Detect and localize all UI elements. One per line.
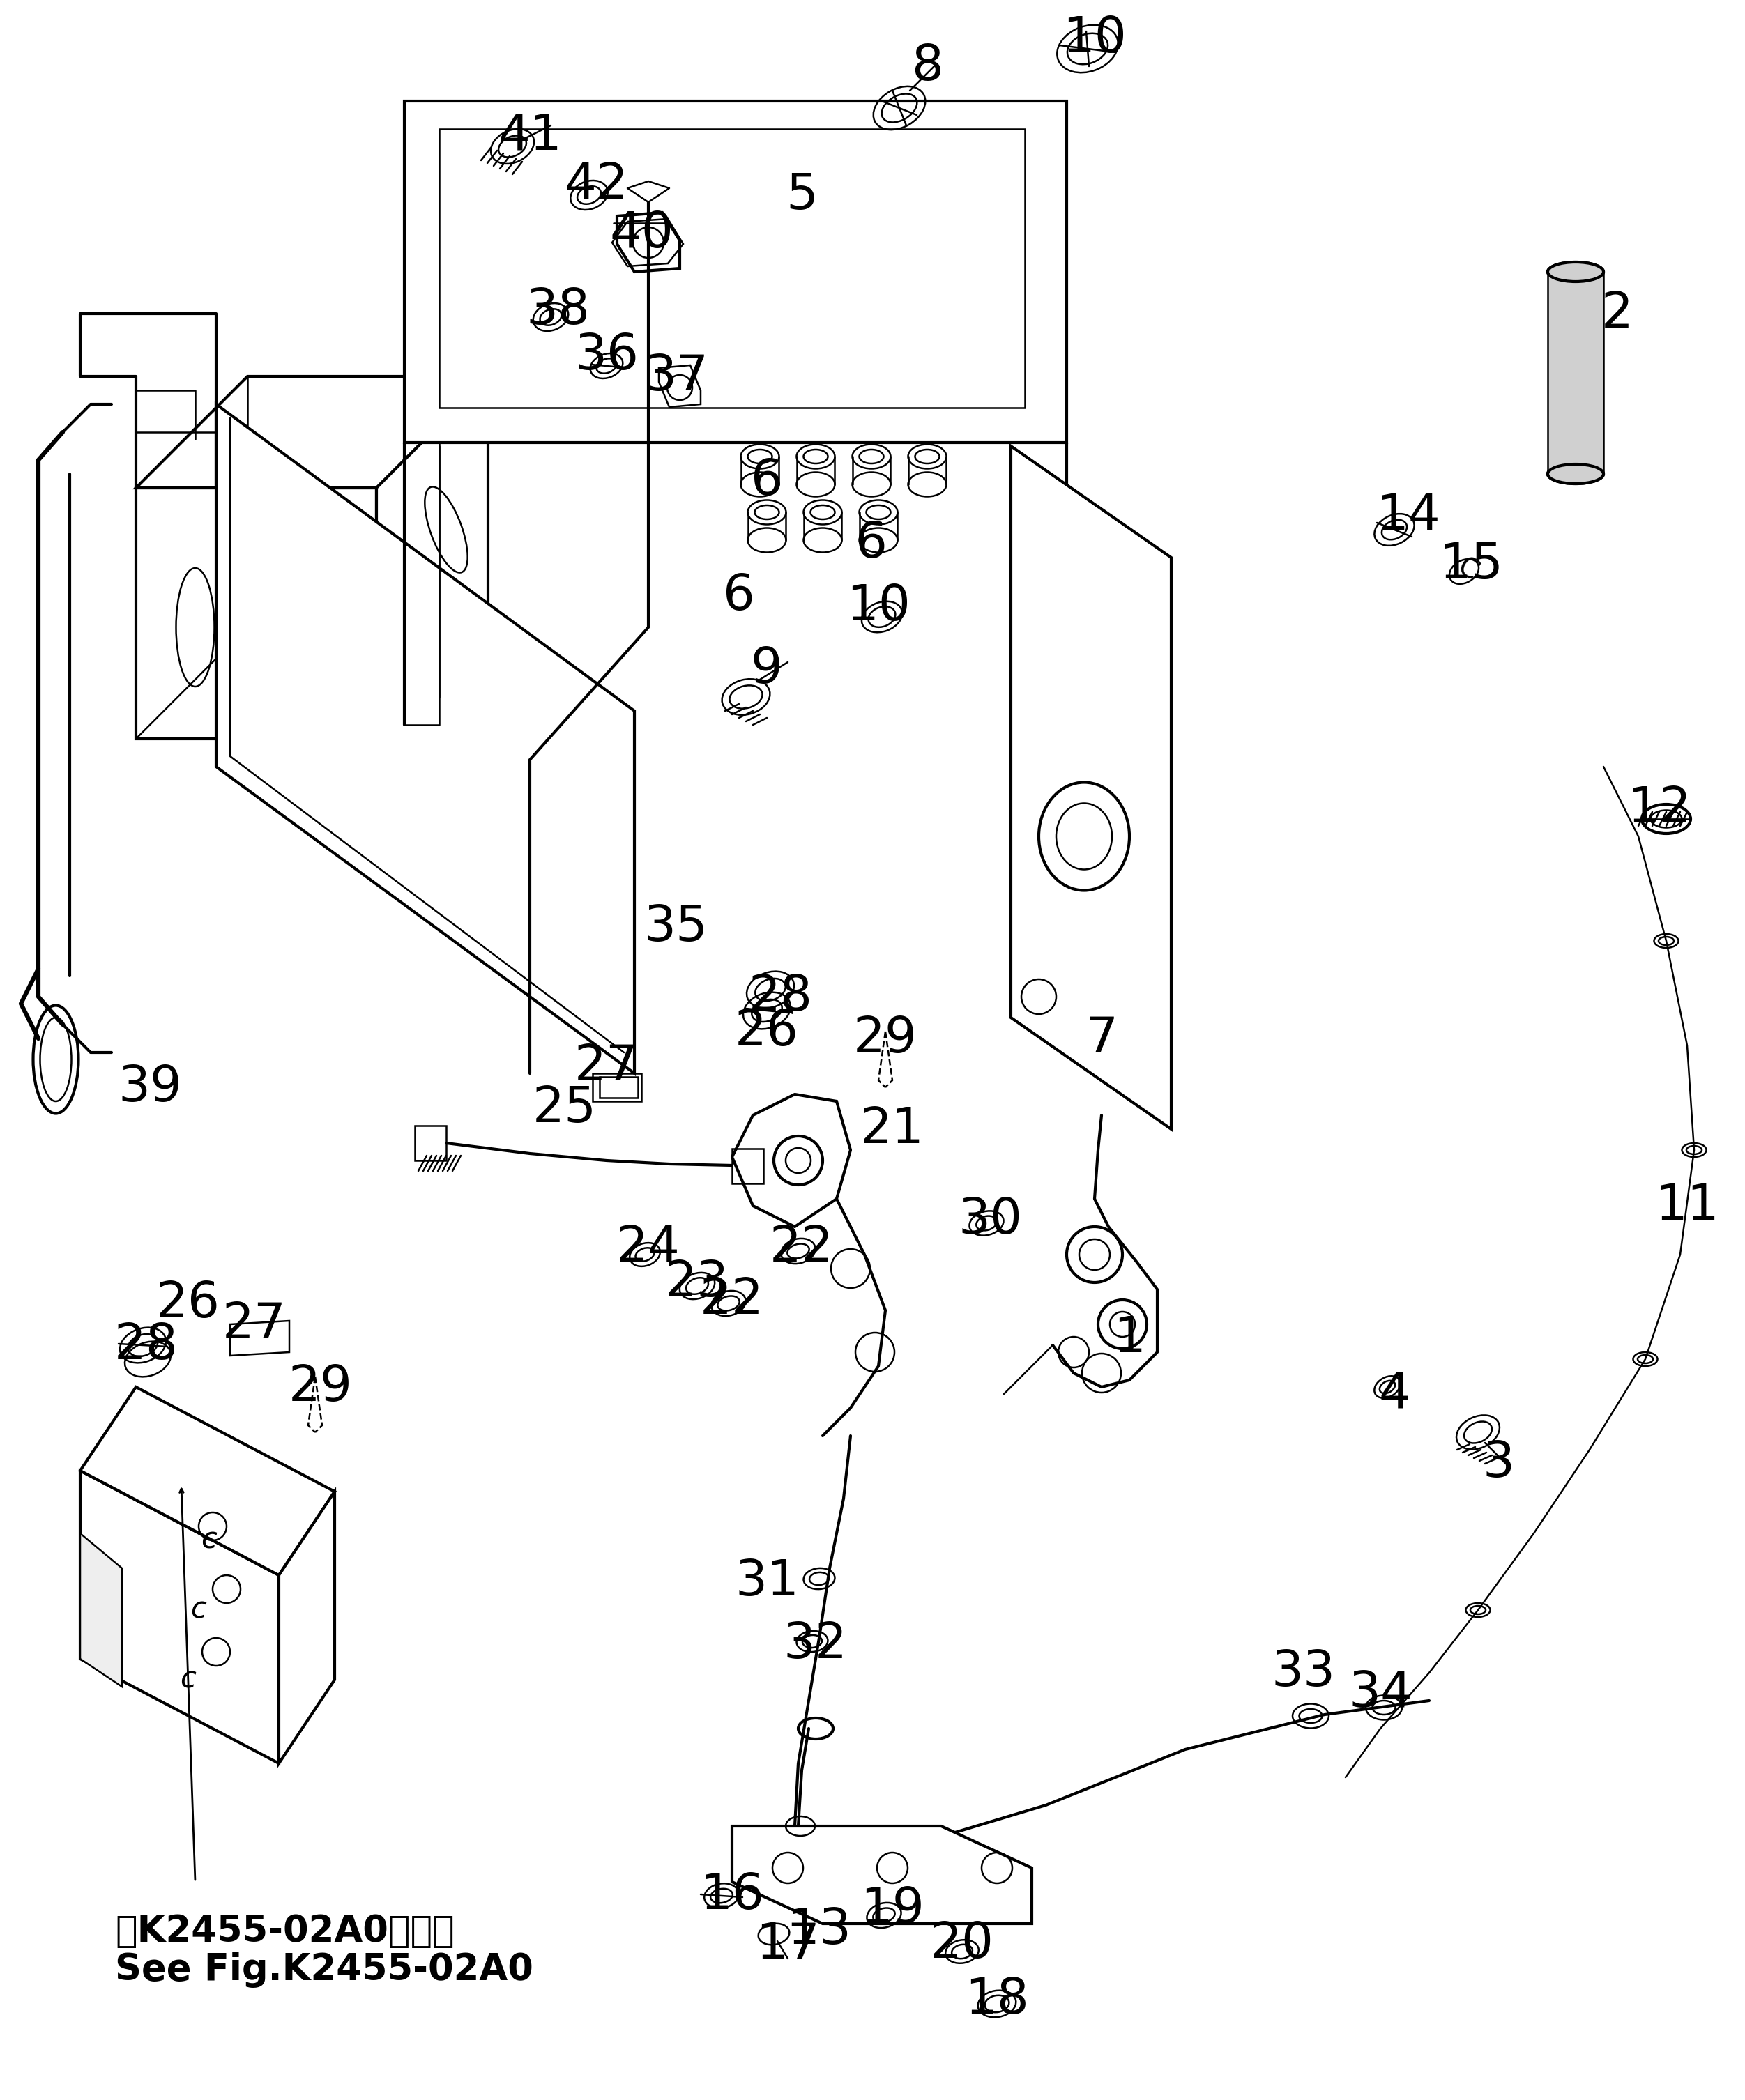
- Text: 19: 19: [860, 1886, 925, 1934]
- Text: 13: 13: [787, 1907, 852, 1955]
- Polygon shape: [216, 403, 635, 1073]
- Text: 12: 12: [1628, 785, 1691, 832]
- Text: 4: 4: [1379, 1369, 1410, 1418]
- Ellipse shape: [1548, 262, 1604, 281]
- Text: 41: 41: [497, 111, 562, 160]
- Text: 18: 18: [965, 1976, 1030, 2024]
- Text: 39: 39: [119, 1063, 181, 1111]
- Text: 22: 22: [770, 1224, 834, 1273]
- Text: 34: 34: [1349, 1670, 1412, 1718]
- Text: 17: 17: [756, 1922, 820, 1968]
- Text: 3: 3: [1483, 1441, 1515, 1487]
- Text: 31: 31: [735, 1558, 799, 1607]
- Text: 40: 40: [609, 210, 674, 258]
- Text: 32: 32: [784, 1621, 848, 1670]
- Ellipse shape: [1548, 464, 1604, 483]
- Polygon shape: [136, 487, 377, 739]
- Polygon shape: [1010, 445, 1171, 1130]
- Text: 21: 21: [860, 1105, 925, 1153]
- Polygon shape: [279, 1491, 335, 1764]
- Text: 7: 7: [1085, 1014, 1117, 1063]
- Text: 28: 28: [115, 1321, 178, 1369]
- Text: 27: 27: [574, 1042, 639, 1090]
- Text: 15: 15: [1440, 540, 1502, 588]
- Text: 14: 14: [1377, 491, 1440, 540]
- Text: 28: 28: [749, 972, 813, 1021]
- Text: 27: 27: [222, 1300, 286, 1348]
- Text: 2: 2: [1602, 290, 1633, 338]
- Text: 5: 5: [785, 170, 818, 218]
- Bar: [1548, 271, 1604, 475]
- Text: 6: 6: [855, 519, 888, 567]
- Text: See Fig.K2455-02A0: See Fig.K2455-02A0: [115, 1951, 534, 1989]
- Text: 37: 37: [644, 353, 708, 401]
- Text: 20: 20: [930, 1922, 995, 1968]
- Text: 22: 22: [700, 1277, 764, 1323]
- Text: C: C: [1454, 554, 1482, 586]
- Text: 26: 26: [735, 1008, 799, 1056]
- Bar: [440, 128, 1024, 407]
- Polygon shape: [80, 1386, 335, 1575]
- Text: 23: 23: [665, 1258, 729, 1306]
- Text: 29: 29: [853, 1014, 918, 1063]
- Text: 16: 16: [700, 1871, 764, 1919]
- Text: 25: 25: [532, 1084, 597, 1132]
- Text: 10: 10: [1063, 15, 1127, 63]
- Text: 11: 11: [1656, 1182, 1719, 1231]
- Text: 8: 8: [911, 42, 944, 90]
- Polygon shape: [80, 1533, 122, 1686]
- Text: 33: 33: [1272, 1648, 1335, 1697]
- Text: 36: 36: [574, 332, 639, 380]
- Text: 30: 30: [958, 1195, 1023, 1243]
- Text: 1: 1: [1113, 1315, 1145, 1363]
- Text: 6: 6: [750, 458, 784, 504]
- Text: c: c: [180, 1665, 195, 1695]
- Text: 第K2455-02A0図参照: 第K2455-02A0図参照: [115, 1913, 454, 1949]
- Text: 6: 6: [722, 571, 756, 620]
- Polygon shape: [377, 376, 489, 739]
- Polygon shape: [405, 101, 1066, 443]
- Text: 24: 24: [616, 1224, 681, 1273]
- Text: 10: 10: [846, 582, 911, 630]
- Text: 26: 26: [157, 1279, 220, 1327]
- Polygon shape: [136, 376, 489, 487]
- Text: 38: 38: [525, 286, 590, 334]
- Text: 9: 9: [750, 645, 784, 693]
- Text: 29: 29: [288, 1363, 352, 1411]
- Polygon shape: [731, 1827, 1031, 1924]
- Polygon shape: [80, 1470, 279, 1764]
- Text: c: c: [201, 1527, 216, 1554]
- Text: 35: 35: [644, 903, 708, 951]
- Text: c: c: [190, 1596, 206, 1625]
- Text: 42: 42: [564, 162, 628, 208]
